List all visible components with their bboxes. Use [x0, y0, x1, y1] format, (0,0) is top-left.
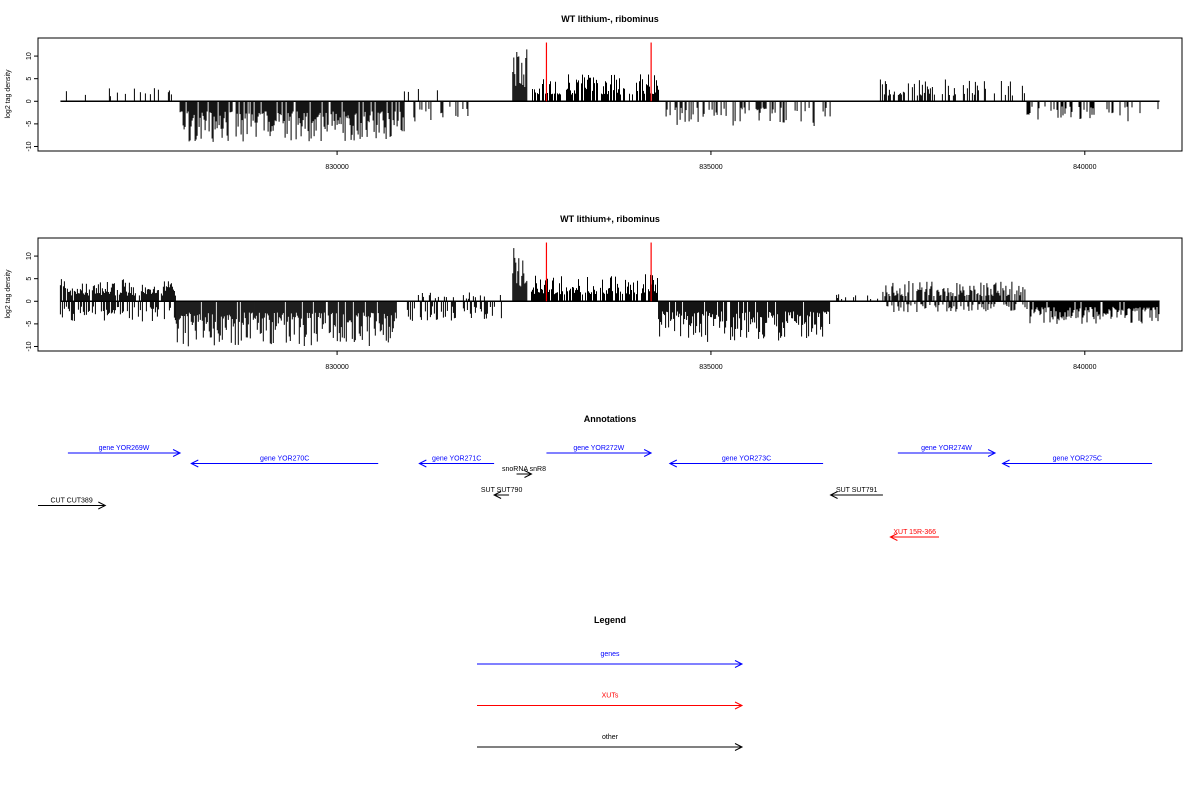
annotation-label: gene YOR274W [921, 445, 972, 452]
y-tick-label: -10 [26, 141, 33, 151]
legend-label: genes [600, 651, 620, 658]
legend: Legend genes XUTs other [477, 615, 744, 751]
x-tick-label: 835000 [699, 164, 722, 171]
annotation-label: gene YOR270C [260, 456, 309, 463]
plot-frame [37, 237, 1183, 352]
annotation-label: CUT CUT389 [50, 498, 92, 505]
annotation-label: SUT SUT790 [481, 487, 523, 494]
annotation-arrow [668, 459, 824, 468]
x-tick-label: 830000 [325, 364, 348, 371]
y-axis-label: log2 tag density [5, 69, 12, 119]
y-tick-label: 10 [26, 52, 33, 60]
coverage-bars [59, 242, 1160, 347]
axes: -10 -5 0 5 10 830000 835000 840000 [26, 252, 1097, 371]
y-tick-label: 10 [26, 252, 33, 260]
annotation-arrow [889, 533, 939, 541]
x-tick-label: 840000 [1073, 164, 1096, 171]
legend-items: genes XUTs other [477, 651, 744, 751]
annotation-label: SUT SUT791 [836, 487, 878, 494]
annotation-arrow [1001, 459, 1153, 468]
annotation-arrow [418, 459, 495, 468]
annotations-title: Annotations [584, 414, 637, 424]
annotation-label: gene YOR272W [573, 445, 624, 452]
panel-title: WT lithium+, ribominus [560, 214, 660, 224]
x-tick-label: 835000 [699, 364, 722, 371]
annotation-arrow [492, 491, 510, 499]
legend-title: Legend [594, 615, 626, 625]
y-tick-label: -5 [26, 121, 33, 127]
legend-label: other [602, 734, 619, 741]
y-tick-label: -10 [26, 341, 33, 351]
annotation-label: snoRNA snR8 [502, 466, 546, 473]
y-axis-label: log2 tag density [5, 269, 12, 319]
coverage-bars [60, 42, 1160, 142]
annotation-arrow [38, 501, 107, 510]
legend-arrow [477, 701, 744, 710]
y-tick-label: 0 [26, 99, 33, 103]
annotation-arrow [67, 449, 182, 457]
legend-arrow [477, 660, 744, 668]
plot-frame [37, 37, 1183, 152]
axes: -10 -5 0 5 10 830000 835000 840000 [26, 52, 1097, 171]
annotation-label: gene YOR275C [1053, 456, 1102, 463]
legend-arrow [477, 743, 744, 751]
legend-label: XUTs [602, 693, 619, 700]
annotation-features: gene YOR269W gene YOR270C gene YOR271C snoR… [38, 445, 1153, 541]
annotation-label: gene YOR271C [432, 456, 481, 463]
y-tick-label: -5 [26, 321, 33, 327]
track-panel-lithium-minus: WT lithium-, ribominus log2 tag density … [5, 14, 1183, 171]
panel-title: WT lithium-, ribominus [561, 14, 659, 24]
annotation-label: gene YOR273C [722, 456, 771, 463]
annotation-arrow [546, 449, 653, 457]
y-tick-label: 5 [26, 277, 33, 281]
track-panel-lithium-plus: WT lithium+, ribominus log2 tag density … [5, 214, 1183, 371]
y-tick-label: 5 [26, 77, 33, 81]
x-tick-label: 830000 [325, 164, 348, 171]
annotation-label: gene YOR269W [99, 445, 150, 452]
y-tick-label: 0 [26, 299, 33, 303]
annotation-label: XUT 15R-366 [893, 529, 936, 536]
annotation-arrow [897, 449, 997, 457]
x-tick-label: 840000 [1073, 364, 1096, 371]
annotation-arrow [190, 459, 379, 468]
annotation-arrow [516, 470, 533, 478]
annotation-arrow [829, 491, 883, 499]
